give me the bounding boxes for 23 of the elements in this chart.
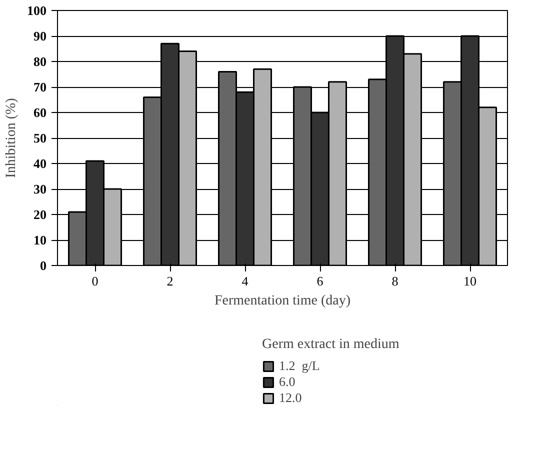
x-tick-label: 6	[316, 274, 324, 288]
x-tick-label: 4	[242, 274, 249, 288]
y-tick-label: 0	[40, 258, 46, 273]
x-tick-label: 0	[92, 274, 98, 288]
y-tick-label: 40	[34, 156, 46, 171]
y-tick-label: 60	[34, 105, 46, 120]
y-tick-label: 80	[34, 54, 46, 69]
y-tick-label: 50	[34, 130, 46, 146]
y-tick-label: 20	[34, 207, 46, 222]
x-axis-title: Fermentation time (day)	[214, 294, 351, 308]
legend-title: Germ extract in medium	[262, 337, 400, 353]
y-axis-title: Inhibition (%)	[4, 98, 19, 178]
x-tick-label: 2	[166, 274, 174, 288]
legend-label: 1.2 g/L	[279, 358, 320, 374]
x-tick-label: 8	[392, 274, 398, 288]
y-tick-label: 70	[34, 80, 46, 94]
y-tick-label: 30	[34, 182, 46, 196]
y-tick-label: 90	[34, 28, 46, 44]
y-tick-label: 10	[34, 232, 46, 248]
legend-label: 12.0	[279, 390, 302, 406]
legend-label: 6.0	[279, 374, 296, 390]
y-tick-label: 100	[27, 3, 46, 18]
x-tick-label: 10	[464, 274, 476, 288]
